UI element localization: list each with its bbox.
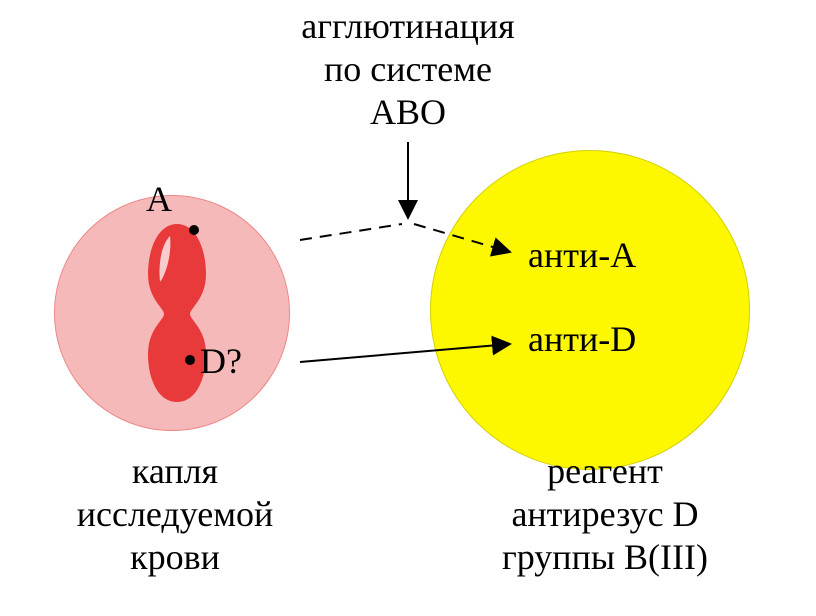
- label-anti-a: анти-А: [528, 234, 636, 277]
- arrow-top-left-dashed: [300, 224, 402, 240]
- erythrocyte-body: [148, 224, 206, 402]
- erythrocyte-shape: [148, 224, 206, 402]
- bottom-right-line2: антирезус D: [450, 493, 760, 536]
- label-anti-d: анти-D: [528, 318, 636, 361]
- bottom-right-caption: реагент антирезус D группы B(III): [450, 450, 760, 580]
- dot-d: [185, 355, 195, 365]
- bottom-left-caption: капля исследуемой крови: [30, 450, 320, 580]
- label-a: А: [146, 178, 172, 221]
- dot-a: [189, 225, 199, 235]
- bottom-left-line2: исследуемой: [30, 493, 320, 536]
- bottom-left-line3: крови: [30, 536, 320, 579]
- bottom-left-line1: капля: [30, 450, 320, 493]
- top-title: агглютинация по системе АВО: [0, 5, 816, 135]
- label-d: D?: [200, 340, 242, 383]
- bottom-right-line3: группы B(III): [450, 536, 760, 579]
- top-title-line2: по системе: [0, 48, 816, 91]
- bottom-right-line1: реагент: [450, 450, 760, 493]
- agglutination-diagram: агглютинация по системе АВО А D? анти-А …: [0, 0, 816, 616]
- reagent-circle: [430, 150, 750, 470]
- top-title-line3: АВО: [0, 91, 816, 134]
- top-title-line1: агглютинация: [0, 5, 816, 48]
